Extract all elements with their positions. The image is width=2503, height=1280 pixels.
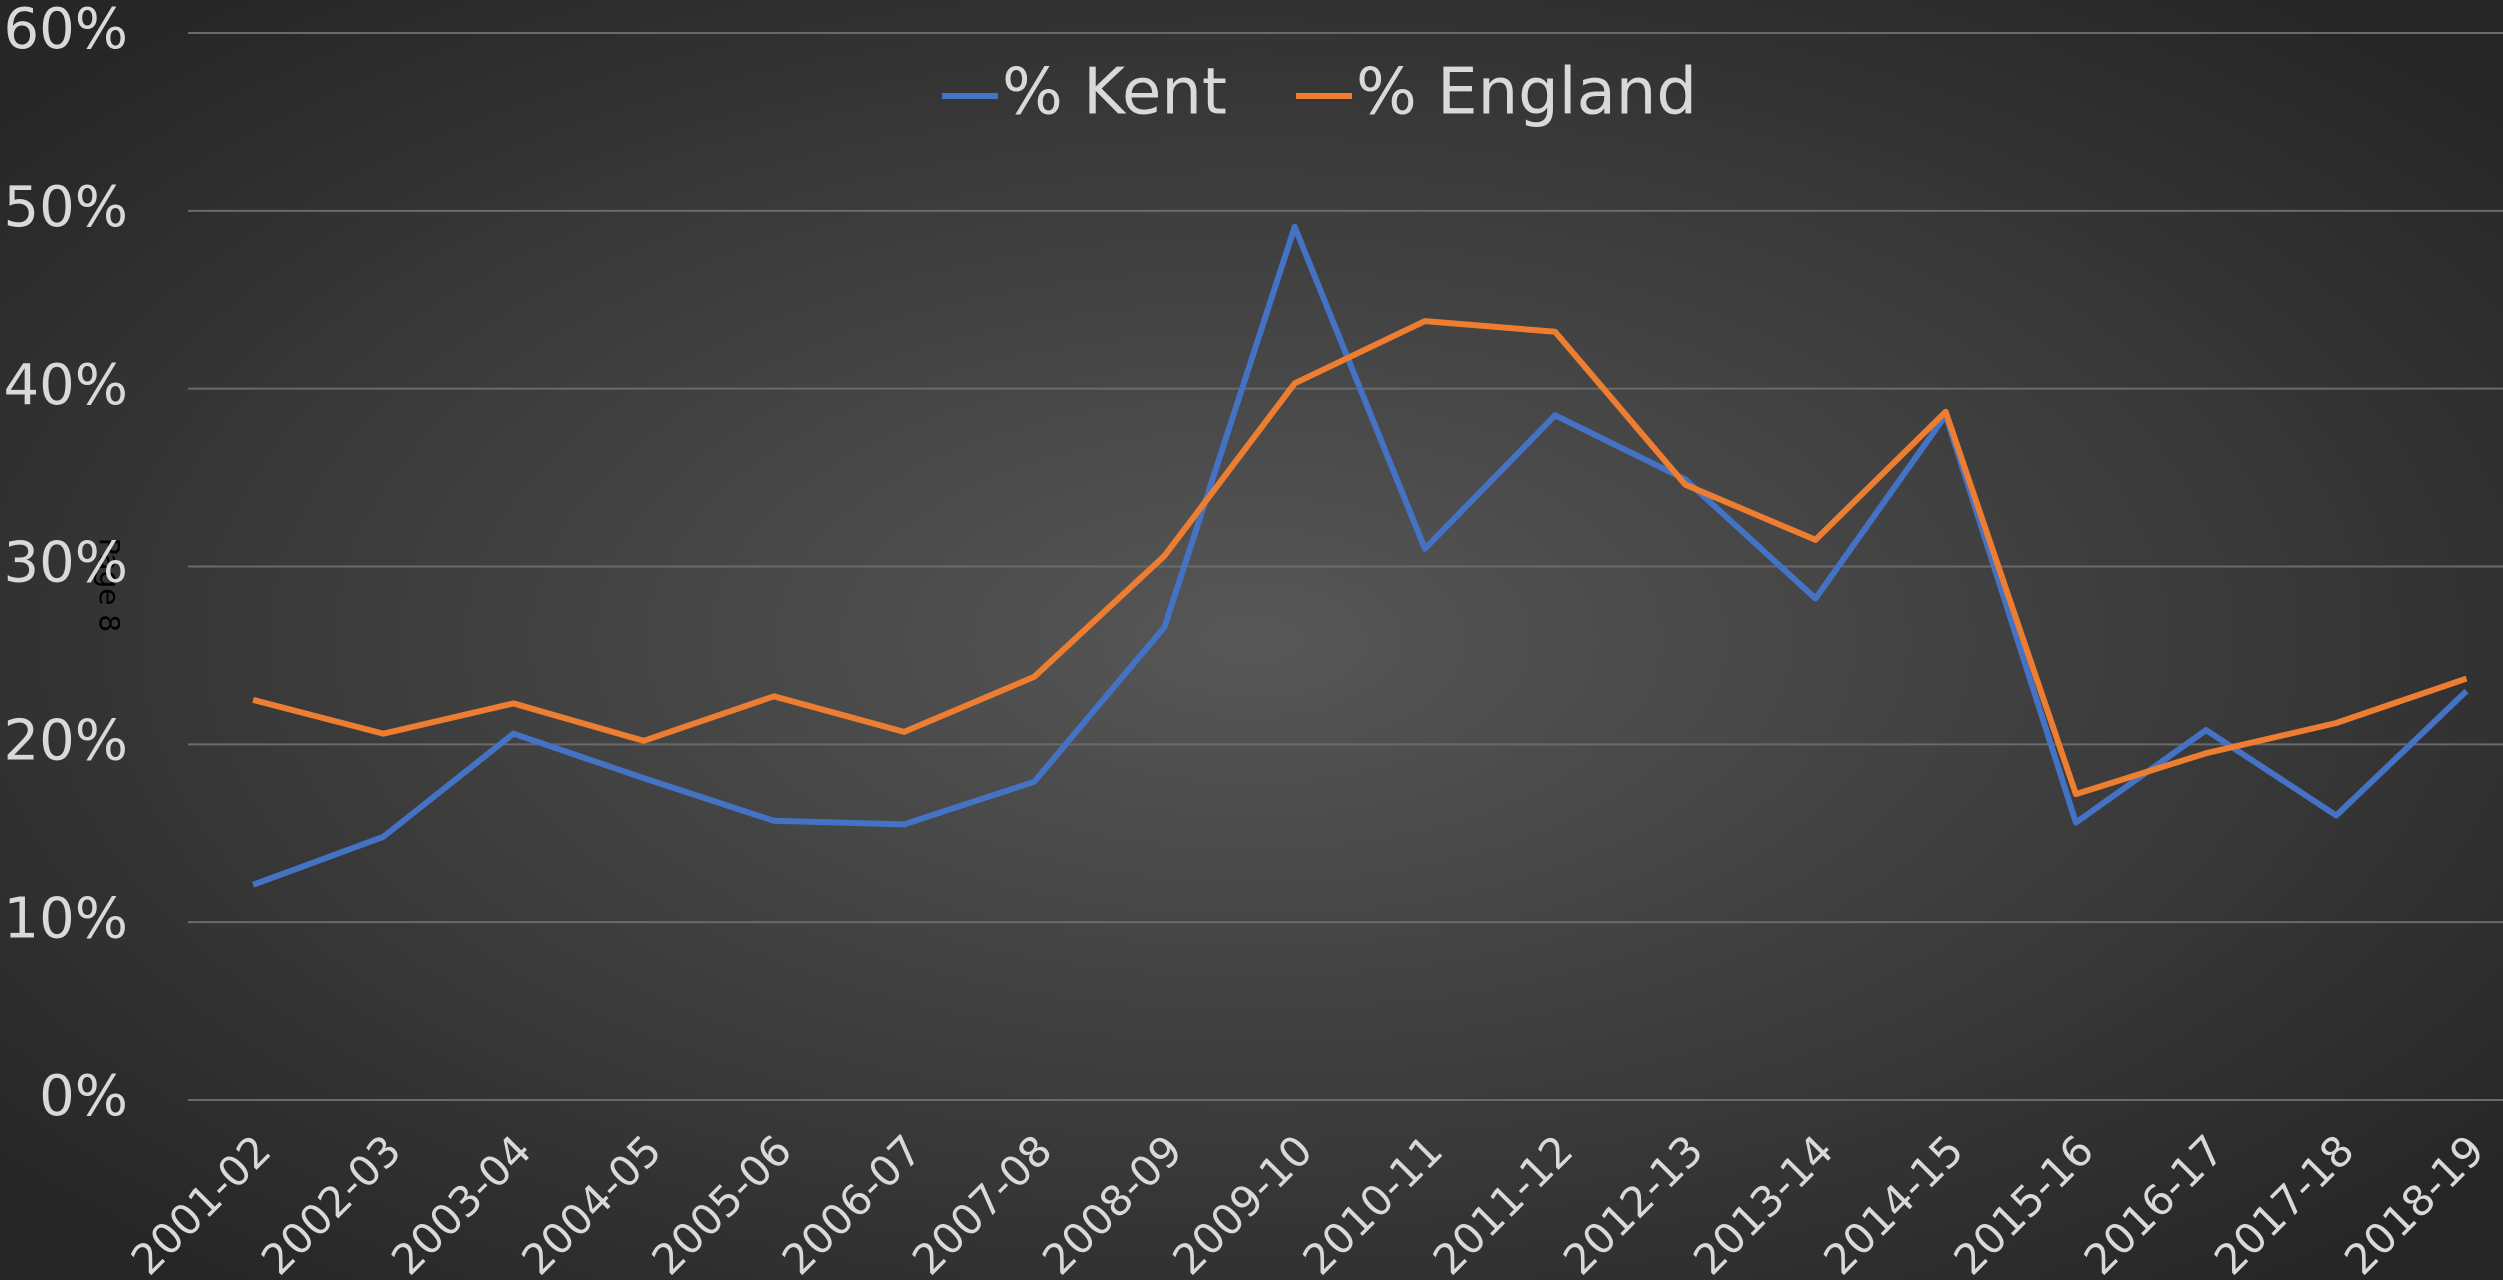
- y-tick-label: 30%: [4, 531, 128, 596]
- y-tick-label: 40%: [4, 353, 128, 418]
- series-line: [252, 223, 2469, 888]
- legend-label: % England: [1356, 56, 1697, 130]
- y-tick-label: 50%: [4, 175, 128, 240]
- page-annotation: Page 8: [93, 538, 126, 633]
- y-tick-label: 10%: [4, 886, 128, 951]
- y-tick-label: 20%: [4, 708, 128, 773]
- y-tick-label: 60%: [4, 0, 128, 62]
- grid: [188, 32, 2503, 1101]
- plot: [252, 223, 2469, 888]
- y-tick-label: 0%: [39, 1064, 128, 1129]
- series-line: [252, 318, 2468, 798]
- legend-label: % Kent: [1002, 56, 1227, 130]
